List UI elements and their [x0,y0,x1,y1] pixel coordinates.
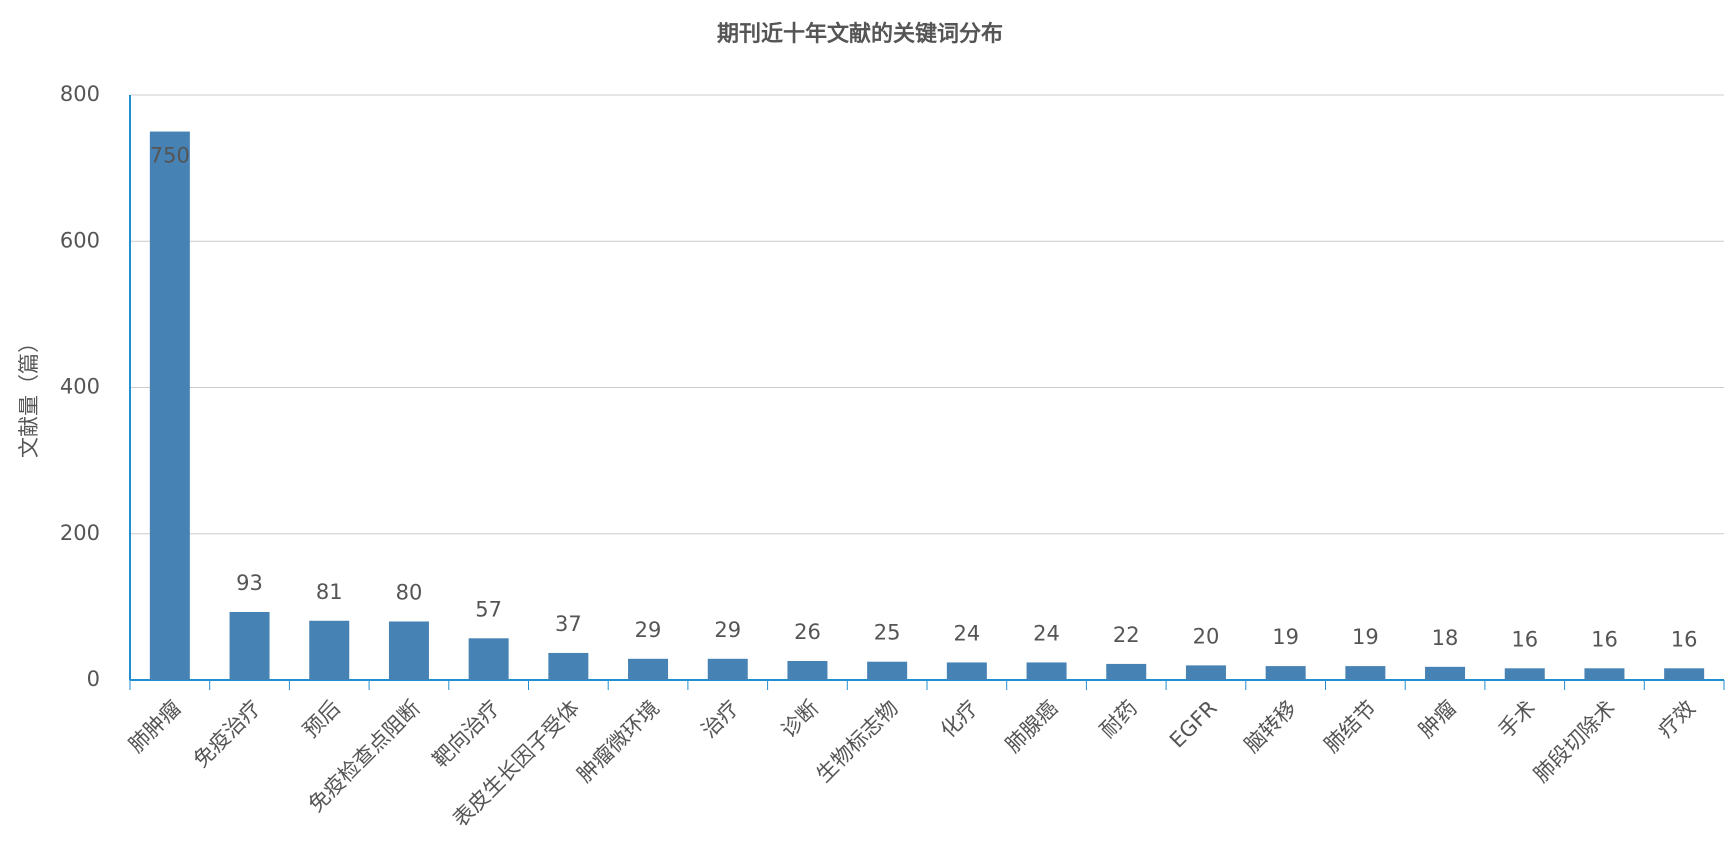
bar [1026,662,1067,680]
x-tick-label: 耐药 [1095,696,1142,743]
bar [548,652,589,680]
bar [946,662,987,680]
data-label: 37 [555,612,582,636]
bar [1584,668,1625,680]
data-label: 22 [1113,623,1140,647]
bar [867,661,908,680]
bar [388,621,429,680]
y-tick-label: 200 [60,521,100,545]
x-tick-label: 肺段切除术 [1529,696,1620,787]
x-tick-label: 预后 [298,696,345,743]
x-tick-label: 肺结节 [1320,696,1382,758]
data-label: 19 [1352,625,1379,649]
data-label: 24 [953,621,980,645]
x-tick-label: 诊断 [777,696,824,743]
y-tick-label: 600 [60,228,100,252]
data-label: 16 [1671,627,1698,651]
x-tick-label: 靶向治疗 [428,696,504,772]
bar [707,658,748,680]
y-axis-label: 文献量（篇） [17,332,41,458]
x-tick-label: 免疫治疗 [189,696,265,772]
data-label: 20 [1193,624,1220,648]
x-tick-label: 手术 [1494,696,1541,743]
data-label: 81 [316,580,343,604]
bar [309,620,350,680]
data-label: 16 [1511,627,1538,651]
bar [1106,663,1147,680]
data-label: 93 [236,571,263,595]
bar [1425,666,1466,680]
bar [149,131,190,680]
bar [468,638,509,680]
data-label: 80 [396,581,423,605]
x-tick-label: 肿瘤 [1414,696,1461,743]
x-tick-label: 疗效 [1653,696,1700,743]
bar [1504,668,1545,680]
y-tick-label: 0 [87,667,100,691]
bar [1345,666,1386,680]
data-label: 18 [1432,626,1459,650]
y-tick-label: 800 [60,82,100,106]
bar [1265,666,1306,680]
data-label: 57 [475,597,502,621]
data-label: 25 [874,621,901,645]
data-label: 29 [714,618,741,642]
x-tick-label: 肺腺癌 [1001,696,1063,758]
data-label: 750 [150,144,190,168]
x-tick-label: 化疗 [936,696,983,743]
data-label: 19 [1272,625,1299,649]
x-tick-label: EGFR [1165,696,1222,753]
bar [1185,665,1226,680]
data-label: 26 [794,620,821,644]
chart-title: 期刊近十年文献的关键词分布 [717,21,1003,47]
data-label: 24 [1033,621,1060,645]
bar [229,611,270,680]
y-tick-label: 400 [60,375,100,399]
x-tick-label: 肿瘤微环境 [573,696,664,787]
data-label: 16 [1591,627,1618,651]
bar [1664,668,1705,680]
x-tick-label: 治疗 [697,696,744,743]
x-tick-label: 生物标志物 [812,696,903,787]
data-label: 29 [635,618,662,642]
bar [628,658,669,680]
x-tick-label: 脑转移 [1240,696,1302,758]
x-tick-label: 肺肿瘤 [124,696,186,758]
bar [787,660,828,680]
